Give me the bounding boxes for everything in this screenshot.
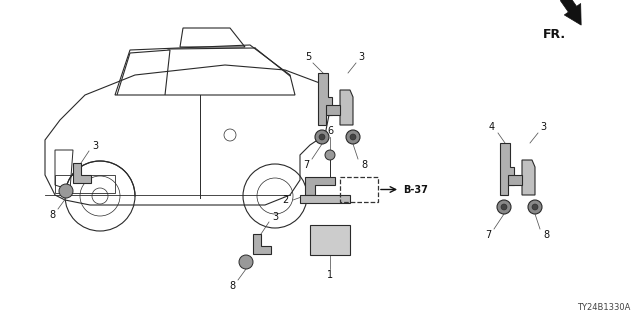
Text: 3: 3 <box>92 141 98 151</box>
Text: 3: 3 <box>540 122 546 132</box>
Circle shape <box>350 134 356 140</box>
Text: 3: 3 <box>272 212 278 222</box>
Polygon shape <box>300 195 350 203</box>
Circle shape <box>501 204 507 210</box>
Text: 6: 6 <box>327 126 333 136</box>
Text: 7: 7 <box>485 230 491 240</box>
Circle shape <box>325 150 335 160</box>
Text: 4: 4 <box>489 122 495 132</box>
Bar <box>55 175 115 193</box>
Polygon shape <box>340 90 353 125</box>
Text: 8: 8 <box>543 230 549 240</box>
Polygon shape <box>318 73 332 125</box>
Circle shape <box>532 204 538 210</box>
Circle shape <box>528 200 542 214</box>
Text: 2: 2 <box>282 195 288 205</box>
Polygon shape <box>561 0 581 25</box>
Text: 1: 1 <box>327 270 333 280</box>
Polygon shape <box>500 143 514 195</box>
Text: 8: 8 <box>361 160 367 170</box>
Text: 7: 7 <box>303 160 309 170</box>
Circle shape <box>239 255 253 269</box>
Circle shape <box>319 134 325 140</box>
Polygon shape <box>522 160 535 195</box>
Text: TY24B1330A: TY24B1330A <box>577 303 630 312</box>
Text: 5: 5 <box>305 52 311 62</box>
Polygon shape <box>326 105 340 115</box>
Text: B-37: B-37 <box>403 185 428 195</box>
Circle shape <box>346 130 360 144</box>
Bar <box>310 225 350 255</box>
Text: 8: 8 <box>229 281 235 291</box>
Polygon shape <box>253 234 271 254</box>
Text: FR.: FR. <box>543 28 566 41</box>
Polygon shape <box>305 177 335 195</box>
Bar <box>340 177 378 202</box>
Text: 3: 3 <box>358 52 364 62</box>
Polygon shape <box>508 175 522 185</box>
Circle shape <box>59 184 73 198</box>
Polygon shape <box>73 163 91 183</box>
Text: 8: 8 <box>49 210 55 220</box>
Circle shape <box>497 200 511 214</box>
Circle shape <box>315 130 329 144</box>
